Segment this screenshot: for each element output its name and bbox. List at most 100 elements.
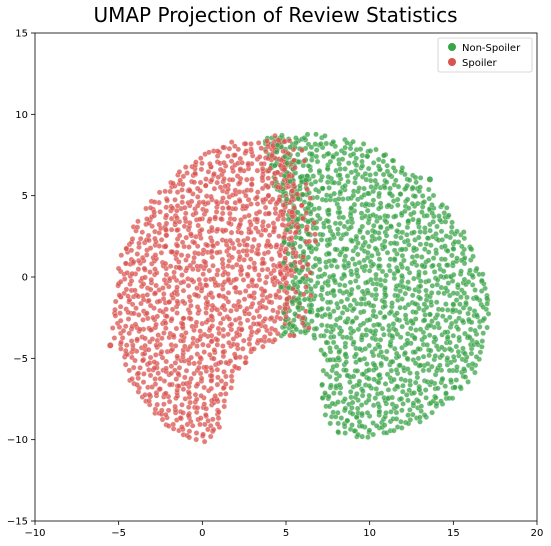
data-point (282, 329, 289, 335)
data-point (438, 398, 444, 405)
data-point (167, 263, 174, 270)
data-point (349, 318, 356, 325)
data-point (375, 156, 382, 163)
data-point (305, 218, 311, 225)
data-point (290, 322, 297, 329)
data-point (418, 403, 425, 410)
data-point (398, 395, 405, 402)
data-point (269, 196, 276, 203)
data-point (342, 430, 349, 436)
data-point (398, 261, 405, 267)
data-point (195, 364, 202, 371)
data-point (119, 334, 126, 341)
data-point (345, 160, 352, 166)
data-point (394, 202, 401, 208)
data-point (363, 200, 370, 207)
data-point (249, 176, 255, 183)
data-point (165, 299, 172, 306)
data-point (384, 213, 391, 220)
y-tick-label: 0 (22, 273, 28, 284)
data-point (378, 390, 385, 396)
data-point (226, 145, 233, 152)
data-point (220, 302, 227, 309)
data-point (353, 233, 360, 240)
data-point (184, 170, 190, 176)
data-point (478, 343, 485, 350)
data-point (117, 278, 124, 285)
data-point (375, 163, 382, 170)
data-point (354, 367, 361, 374)
data-point (169, 306, 176, 313)
data-point (214, 179, 221, 186)
data-point (359, 423, 365, 429)
data-point (147, 269, 153, 275)
data-point (205, 168, 212, 175)
data-point (449, 306, 456, 313)
data-point (221, 175, 227, 182)
data-point (405, 279, 411, 285)
data-point (245, 196, 252, 203)
data-point (285, 150, 292, 157)
data-point (272, 132, 278, 139)
data-point (426, 332, 433, 339)
data-point (345, 315, 351, 322)
data-point (412, 193, 419, 200)
data-point (214, 420, 221, 427)
data-point (479, 338, 486, 344)
data-point (142, 342, 148, 349)
x-tick-label: 15 (447, 528, 460, 539)
data-point (389, 300, 395, 306)
data-point (168, 315, 175, 322)
y-tick-label: −10 (7, 435, 28, 446)
data-point (438, 344, 445, 351)
data-point (327, 158, 334, 165)
data-point (295, 195, 302, 202)
data-point (137, 364, 143, 371)
data-point (226, 257, 233, 264)
data-point (225, 271, 231, 277)
data-point (383, 348, 390, 355)
data-point (222, 373, 229, 380)
data-point (188, 375, 194, 382)
data-point (360, 140, 367, 147)
data-point (327, 420, 334, 427)
data-point (449, 219, 455, 226)
data-point (147, 286, 154, 293)
data-point (353, 351, 359, 358)
data-point (386, 190, 393, 197)
data-point (353, 267, 360, 273)
data-point (202, 182, 209, 189)
data-point (300, 254, 307, 260)
data-point (144, 315, 151, 322)
data-point (260, 260, 266, 266)
data-point (265, 155, 271, 162)
data-point (401, 171, 408, 178)
data-point (419, 262, 426, 269)
data-point (202, 411, 209, 418)
data-point (404, 182, 411, 189)
data-point (450, 290, 457, 296)
data-point (281, 166, 288, 173)
data-point (339, 309, 346, 316)
data-point (383, 355, 390, 362)
data-point (397, 304, 403, 311)
data-point (351, 201, 358, 208)
x-tick-label: −5 (111, 528, 126, 539)
data-point (140, 379, 147, 385)
data-point (310, 173, 317, 179)
data-point (314, 158, 321, 165)
data-point (237, 166, 244, 172)
data-point (221, 368, 227, 375)
data-point (337, 188, 344, 195)
data-point (453, 343, 460, 350)
data-point (402, 377, 409, 384)
data-point (393, 350, 400, 357)
data-point (377, 336, 384, 343)
data-point (170, 180, 176, 187)
data-point (251, 260, 258, 267)
data-point (373, 146, 379, 153)
data-point (436, 213, 442, 219)
data-point (454, 228, 460, 235)
data-point (388, 367, 395, 374)
data-point (243, 176, 250, 183)
